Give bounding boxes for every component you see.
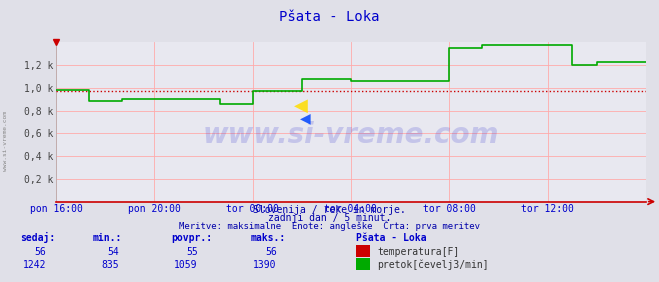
Text: Meritve: maksimalne  Enote: angleške  Črta: prva meritev: Meritve: maksimalne Enote: angleške Črta… bbox=[179, 221, 480, 231]
Text: 1390: 1390 bbox=[253, 261, 277, 270]
Text: povpr.:: povpr.: bbox=[171, 233, 212, 243]
Text: zadnji dan / 5 minut.: zadnji dan / 5 minut. bbox=[268, 213, 391, 223]
Text: Pšata - Loka: Pšata - Loka bbox=[356, 233, 426, 243]
Text: 55: 55 bbox=[186, 247, 198, 257]
Text: min.:: min.: bbox=[92, 233, 122, 243]
Text: Slovenija / reke in morje.: Slovenija / reke in morje. bbox=[253, 205, 406, 215]
Text: www.si-vreme.com: www.si-vreme.com bbox=[203, 121, 499, 149]
Text: 56: 56 bbox=[34, 247, 46, 257]
Text: temperatura[F]: temperatura[F] bbox=[378, 247, 460, 257]
Text: www.si-vreme.com: www.si-vreme.com bbox=[3, 111, 8, 171]
Text: 54: 54 bbox=[107, 247, 119, 257]
Text: pretok[čevelj3/min]: pretok[čevelj3/min] bbox=[378, 260, 489, 270]
Text: 1059: 1059 bbox=[174, 261, 198, 270]
Text: ◀: ◀ bbox=[294, 97, 308, 115]
Text: 56: 56 bbox=[265, 247, 277, 257]
Text: 1242: 1242 bbox=[22, 261, 46, 270]
Text: maks.:: maks.: bbox=[250, 233, 285, 243]
Text: Pšata - Loka: Pšata - Loka bbox=[279, 10, 380, 24]
Text: ◀: ◀ bbox=[300, 112, 310, 126]
Text: 835: 835 bbox=[101, 261, 119, 270]
Text: sedaj:: sedaj: bbox=[20, 232, 55, 243]
